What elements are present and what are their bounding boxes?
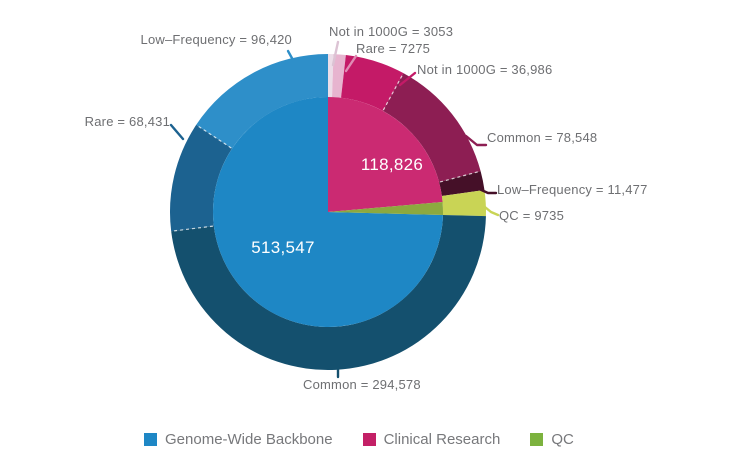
label-outer-low-frequency-11477: Low–Frequency = 11,477 xyxy=(497,182,648,197)
callout-tick-common xyxy=(464,134,488,147)
label-outer-not-in-1000g-36986: Not in 1000G = 36,986 xyxy=(417,62,553,77)
label-outer-low-frequency-96420: Low–Frequency = 96,420 xyxy=(140,32,292,47)
ring-segment-rare-7275 xyxy=(332,54,346,98)
inner-slice-genome-wide-backbone xyxy=(213,97,443,327)
ring-segment-qc-9735 xyxy=(441,190,486,217)
legend-label-clinical-research: Clinical Research xyxy=(383,431,501,448)
ring-segment-common-294578 xyxy=(171,215,486,371)
label-outer-common-294578: Common = 294,578 xyxy=(303,377,421,392)
legend-swatch-qc-icon xyxy=(530,433,544,446)
ring-segment-common-78548 xyxy=(382,73,481,183)
ring-segment-low-frequency-96420 xyxy=(196,54,328,149)
inner-slice-clinical-research xyxy=(328,97,443,212)
label-outer-rare-68431: Rare = 68,431 xyxy=(84,114,170,129)
callout-tick-rare xyxy=(169,123,185,141)
callout-tick-low-frequency xyxy=(286,49,300,71)
legend-label-qc: QC xyxy=(551,431,574,448)
ring-segment-low-frequency-11477 xyxy=(439,171,485,196)
legend-item-genome-wide-backbone: Genome-Wide Backbone xyxy=(144,431,333,448)
ring-segment-not-in-1000g-36986 xyxy=(341,55,404,111)
legend-item-qc: QC xyxy=(530,431,574,448)
ring-separator-line xyxy=(172,225,213,232)
legend-label-genome-wide-backbone: Genome-Wide Backbone xyxy=(165,431,333,448)
ring-segment-rare-68431 xyxy=(170,124,233,232)
ring-separator-line xyxy=(439,170,480,183)
callout-tick-not-in-1000g xyxy=(331,40,340,67)
label-outer-common-78548: Common = 78,548 xyxy=(487,130,598,145)
value-label-clinical-research: 118,826 xyxy=(360,155,424,174)
callout-tick-qc xyxy=(478,201,500,217)
ring-separator-line xyxy=(382,73,404,111)
callout-tick-rare xyxy=(344,54,358,73)
inner-slice-qc xyxy=(328,201,443,216)
label-outer-qc-9735: QC = 9735 xyxy=(499,208,565,223)
legend: Genome-Wide Backbone Clinical Research Q… xyxy=(144,431,574,448)
callout-tick-not-in-1000g xyxy=(398,71,417,87)
value-label-genome-wide-backbone: 513,547 xyxy=(251,238,315,257)
legend-item-clinical-research: Clinical Research xyxy=(362,431,501,448)
label-outer-rare-7275: Rare = 7275 xyxy=(356,41,431,56)
ring-separator-line xyxy=(196,124,232,149)
legend-swatch-genome-wide-backbone-icon xyxy=(144,433,157,446)
callout-tick-low-frequency xyxy=(475,186,498,195)
label-outer-not-in-1000g-3053: Not in 1000G = 3053 xyxy=(329,24,454,39)
legend-swatch-clinical-research-icon xyxy=(362,433,376,446)
